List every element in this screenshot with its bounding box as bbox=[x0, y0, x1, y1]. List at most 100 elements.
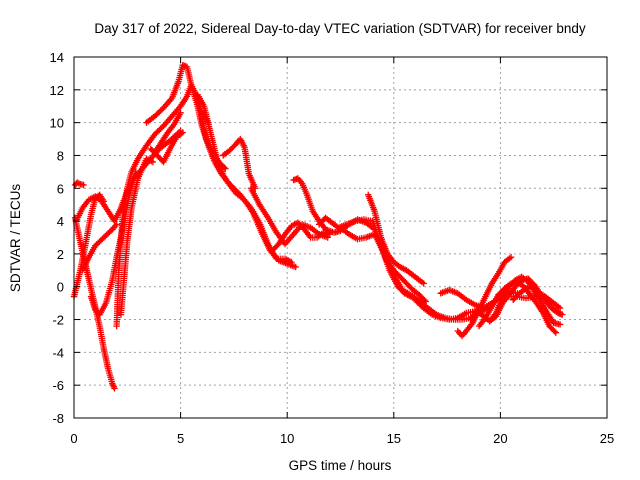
data-point bbox=[284, 233, 287, 236]
data-point bbox=[94, 195, 97, 198]
data-point bbox=[465, 298, 468, 301]
data-point bbox=[82, 183, 85, 186]
data-point bbox=[115, 325, 118, 328]
data-point bbox=[196, 105, 199, 108]
data-point bbox=[431, 313, 434, 316]
data-point bbox=[348, 233, 351, 236]
data-point bbox=[324, 216, 327, 219]
y-tick-label: -8 bbox=[52, 411, 64, 426]
data-point bbox=[222, 174, 225, 177]
data-point bbox=[316, 236, 319, 239]
data-point bbox=[439, 292, 442, 295]
y-tick-label: 4 bbox=[57, 214, 64, 229]
data-point bbox=[126, 239, 129, 242]
y-tick-label: -4 bbox=[52, 345, 64, 360]
data-point bbox=[94, 308, 97, 311]
data-point bbox=[448, 289, 451, 292]
data-point bbox=[318, 223, 321, 226]
x-tick-label: 25 bbox=[600, 431, 614, 446]
data-point bbox=[94, 244, 97, 247]
data-point bbox=[290, 261, 293, 264]
data-point bbox=[181, 64, 184, 67]
data-point bbox=[126, 187, 129, 190]
data-point bbox=[324, 228, 327, 231]
plot-frame bbox=[73, 56, 608, 419]
data-point bbox=[333, 231, 336, 234]
data-point bbox=[205, 138, 208, 141]
data-point bbox=[217, 161, 220, 164]
data-point bbox=[527, 277, 530, 280]
data-point bbox=[497, 272, 500, 275]
y-tick-label: 2 bbox=[57, 247, 64, 262]
data-point bbox=[296, 177, 299, 180]
data-point bbox=[79, 183, 82, 186]
data-point bbox=[469, 318, 472, 321]
data-point bbox=[267, 216, 270, 219]
data-point bbox=[228, 183, 231, 186]
chart-title: Day 317 of 2022, Sidereal Day-to-day VTE… bbox=[94, 21, 585, 36]
data-point bbox=[539, 300, 542, 303]
x-tick-label: 20 bbox=[493, 431, 507, 446]
data-point bbox=[531, 285, 534, 288]
data-point bbox=[339, 226, 342, 229]
data-point bbox=[456, 330, 459, 333]
data-point bbox=[520, 279, 523, 282]
data-point bbox=[418, 293, 421, 296]
y-tick-label: 10 bbox=[50, 116, 64, 131]
data-point bbox=[473, 303, 476, 306]
data-point bbox=[303, 228, 306, 231]
data-point bbox=[371, 220, 374, 223]
data-marker-trace bbox=[337, 224, 429, 305]
data-point bbox=[113, 220, 116, 223]
data-point bbox=[422, 307, 425, 310]
data-point bbox=[185, 95, 188, 98]
data-point bbox=[145, 121, 148, 124]
data-point bbox=[267, 243, 270, 246]
data-point bbox=[422, 282, 425, 285]
data-point bbox=[235, 192, 238, 195]
data-point bbox=[461, 334, 464, 337]
data-point bbox=[151, 161, 154, 164]
data-point bbox=[290, 225, 293, 228]
data-point bbox=[275, 257, 278, 260]
data-point bbox=[518, 292, 521, 295]
data-point bbox=[130, 170, 133, 173]
data-point bbox=[168, 147, 171, 150]
data-point bbox=[356, 238, 359, 241]
data-point bbox=[107, 367, 110, 370]
data-point bbox=[556, 311, 559, 314]
data-point bbox=[311, 210, 314, 213]
data-point bbox=[249, 206, 252, 209]
data-point bbox=[507, 295, 510, 298]
data-point bbox=[258, 203, 261, 206]
data-point bbox=[559, 323, 562, 326]
data-point bbox=[156, 154, 159, 157]
data-point bbox=[168, 139, 171, 142]
data-point bbox=[166, 131, 169, 134]
data-point bbox=[373, 210, 376, 213]
data-point bbox=[81, 269, 84, 272]
data-point bbox=[90, 213, 93, 216]
data-point bbox=[196, 93, 199, 96]
data-point bbox=[292, 179, 295, 182]
data-point bbox=[294, 266, 297, 269]
data-point bbox=[224, 167, 227, 170]
data-point bbox=[411, 289, 414, 292]
y-tick-label: 14 bbox=[50, 50, 64, 65]
data-point bbox=[503, 261, 506, 264]
data-point bbox=[134, 170, 137, 173]
data-point bbox=[136, 157, 139, 160]
grid bbox=[74, 57, 607, 418]
data-point bbox=[162, 161, 165, 164]
data-point bbox=[173, 123, 176, 126]
data-point bbox=[465, 330, 468, 333]
data-point bbox=[424, 300, 427, 303]
data-point bbox=[384, 256, 387, 259]
data-point bbox=[490, 305, 493, 308]
data-point bbox=[258, 221, 261, 224]
data-point bbox=[561, 313, 564, 316]
data-point bbox=[241, 197, 244, 200]
data-point bbox=[111, 382, 114, 385]
data-point bbox=[330, 221, 333, 224]
data-marker-trace bbox=[71, 214, 118, 392]
